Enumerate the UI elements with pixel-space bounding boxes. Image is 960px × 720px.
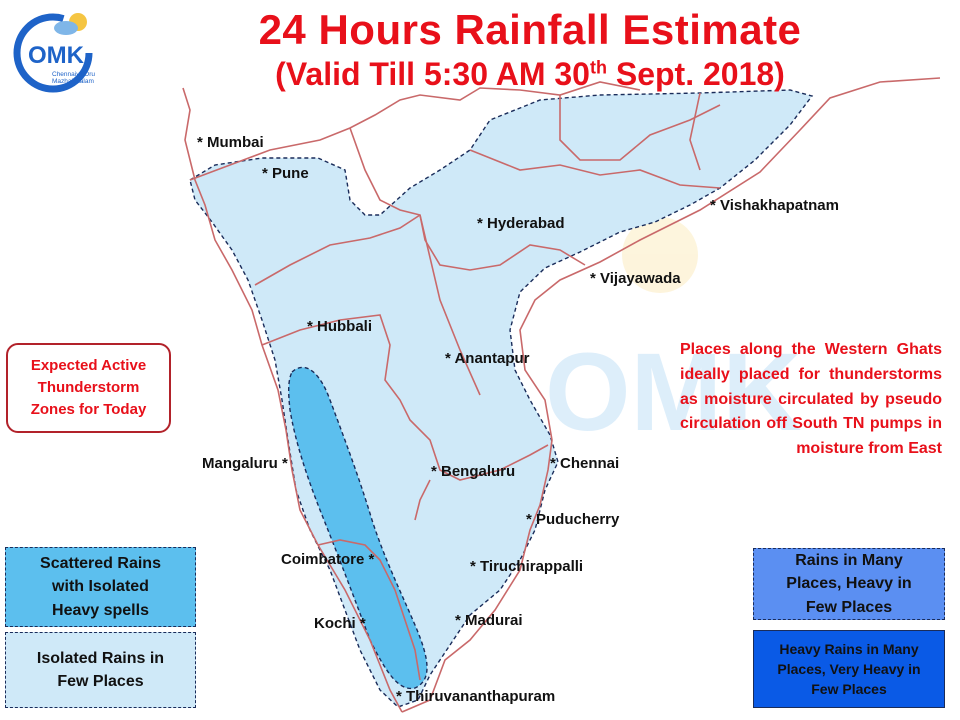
legend-heavy-line-1: Heavy Rains in Many xyxy=(779,640,919,657)
omk-logo: OMK Chennaiyil Oru Mazhaikaalam xyxy=(13,13,95,93)
title-main: 24 Hours Rainfall Estimate xyxy=(258,6,802,53)
city-coimbatore: Coimbatore * xyxy=(281,551,375,568)
city-chennai: * Chennai xyxy=(550,455,620,472)
legend-isolated-line-1: Isolated Rains in xyxy=(36,649,165,667)
cloud-icon xyxy=(54,21,78,35)
watermark-logo: OMK xyxy=(545,217,802,454)
city-mumbai: * Mumbai xyxy=(197,134,264,151)
city-mangaluru: Mangaluru * xyxy=(202,455,288,472)
city-vijayawada: * Vijayawada xyxy=(590,270,681,287)
legend-scattered-line-2: with Isolated xyxy=(52,578,149,596)
svg-text:OMK: OMK xyxy=(545,331,802,454)
city-kochi: Kochi * xyxy=(314,615,366,632)
city-vishakhapatnam: * Vishakhapatnam xyxy=(710,197,839,214)
city-puducherry: * Puducherry xyxy=(526,511,620,528)
title-validity-pre: (Valid Till 5:30 AM 30 xyxy=(275,56,590,92)
expected-line-1: Expected Active xyxy=(30,357,147,375)
legend-many-line-1: Rains in Many xyxy=(795,552,903,570)
state-boundaries xyxy=(182,77,941,713)
city-thiruvananthapuram: * Thiruvananthapuram xyxy=(396,688,556,705)
city-tiruchirappalli: * Tiruchirappalli xyxy=(470,558,584,575)
logo-text: OMK xyxy=(28,42,85,69)
title-validity: (Valid Till 5:30 AM 30th Sept. 2018) xyxy=(150,56,910,93)
legend-many-line-2: Places, Heavy in xyxy=(786,575,912,593)
city-anantapur: * Anantapur xyxy=(445,350,530,367)
legend-heavy-line-2: Places, Very Heavy in xyxy=(777,660,921,677)
city-pune: * Pune xyxy=(262,165,309,182)
title-validity-post: Sept. 2018) xyxy=(606,56,785,92)
expected-line-2: Thunderstorm xyxy=(37,379,140,397)
logo-ring xyxy=(13,13,93,93)
legend-heavy-rains: Heavy Rains in Many Places, Very Heavy i… xyxy=(753,630,945,708)
legend-isolated-line-2: Few Places xyxy=(57,673,144,690)
expected-thunderstorm-box: Expected Active Thunderstorm Zones for T… xyxy=(6,343,171,433)
title-validity-sup: th xyxy=(589,57,607,78)
forecast-note: Places along the Western Ghats ideally p… xyxy=(680,341,942,458)
city-hyderabad: * Hyderabad xyxy=(477,215,565,232)
zone-scattered-rains xyxy=(287,366,428,690)
legend-isolated-rains: Isolated Rains in Few Places xyxy=(5,632,196,708)
city-hubbali: * Hubbali xyxy=(307,318,373,335)
expected-line-3: Zones for Today xyxy=(30,400,147,418)
legend-many-line-3: Few Places xyxy=(805,598,893,616)
legend-scattered-line-1: Scattered Rains xyxy=(40,555,161,573)
city-madurai: * Madurai xyxy=(455,612,523,629)
city-bengaluru: * Bengaluru xyxy=(431,463,516,480)
legend-scattered-rains: Scattered Rains with Isolated Heavy spel… xyxy=(5,547,196,627)
legend-heavy-line-3: Few Places xyxy=(811,681,887,698)
logo-tagline-1: Chennaiyil Oru xyxy=(52,71,95,78)
logo-tagline-2: Mazhaikaalam xyxy=(52,78,94,85)
legend-many-places: Rains in Many Places, Heavy in Few Place… xyxy=(753,548,945,620)
legend-scattered-line-3: Heavy spells xyxy=(52,601,149,619)
